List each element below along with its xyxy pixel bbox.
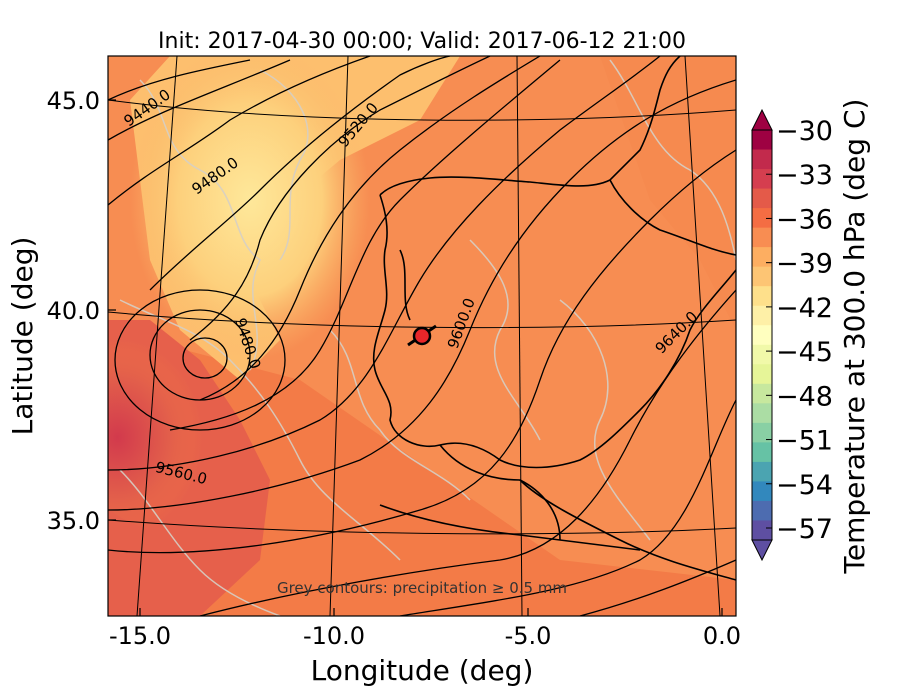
colorbar-extend-top xyxy=(751,108,773,131)
height-contours xyxy=(108,56,736,616)
y-tick-label: 35.0 xyxy=(47,507,100,535)
colorbar-segment xyxy=(752,169,772,190)
x-axis-label: Longitude (deg) xyxy=(311,654,534,687)
x-tick-label: -15.0 xyxy=(109,622,171,650)
coastlines xyxy=(372,56,736,581)
colorbar-segment xyxy=(752,500,772,521)
x-axis-ticks: -15.0 -10.0 -5.0 0.0 xyxy=(109,608,741,650)
colorbar-segment xyxy=(752,364,772,385)
colorbar-extend-bottom xyxy=(751,539,773,562)
location-marker xyxy=(407,324,437,347)
y-axis-ticks: 35.0 40.0 45.0 xyxy=(47,87,116,535)
colorbar-tick-label: −30 xyxy=(776,116,833,147)
colorbar-tick-label: −33 xyxy=(776,160,833,191)
colorbar-tick-label: −45 xyxy=(776,337,833,368)
colorbar-segment xyxy=(752,188,772,209)
colorbar-segment xyxy=(752,247,772,268)
colorbar-segment xyxy=(752,461,772,482)
figure-title: Init: 2017-04-30 00:00; Valid: 2017-06-1… xyxy=(158,29,686,54)
x-tick-label: -5.0 xyxy=(505,622,552,650)
colorbar-segment xyxy=(752,481,772,502)
colorbar-frame xyxy=(751,129,773,541)
colorbar-segment xyxy=(752,520,772,541)
colorbar-tick-label: −36 xyxy=(776,204,833,235)
colorbar-segment xyxy=(752,442,772,463)
map-frame xyxy=(107,55,737,617)
colorbar-segment xyxy=(752,227,772,248)
colorbar-tick-label: −42 xyxy=(776,293,833,324)
x-tick-label: -10.0 xyxy=(303,622,365,650)
y-tick-label: 40.0 xyxy=(47,297,100,325)
colorbar-tick-label: −57 xyxy=(776,514,833,545)
precip-note: Grey contours: precipitation ≥ 0.5 mm xyxy=(277,579,567,597)
y-axis-label: Latitude (deg) xyxy=(6,237,39,436)
colorbar-segment xyxy=(752,130,772,151)
colorbar-tick-label: −54 xyxy=(776,470,833,501)
colorbar-segment xyxy=(752,208,772,229)
x-tick-label: 0.0 xyxy=(703,622,741,650)
colorbar-tick-label: −39 xyxy=(776,249,833,280)
colorbar-segment xyxy=(752,266,772,287)
colorbar-segment xyxy=(752,325,772,346)
colorbar-segment xyxy=(752,383,772,404)
colorbar-segment xyxy=(752,403,772,424)
low-core xyxy=(108,310,260,530)
colorbar: −30 −33 −36 −39 −42 −45 −48 −51 −54 −57 xyxy=(751,108,833,562)
colorbar-segment xyxy=(752,344,772,365)
y-tick-label: 45.0 xyxy=(47,87,100,115)
cool-core xyxy=(130,56,370,360)
colorbar-segment xyxy=(752,422,772,443)
colorbar-tick-label: −51 xyxy=(776,426,833,457)
warm-region-east xyxy=(600,56,736,330)
colorbar-segment xyxy=(752,286,772,307)
colorbar-tick-label: −48 xyxy=(776,381,833,412)
colorbar-segment xyxy=(752,305,772,326)
colorbar-segment xyxy=(752,149,772,170)
colorbar-label: Temperature at 300.0 hPa (deg C) xyxy=(838,99,871,575)
marker-dot xyxy=(412,326,432,346)
